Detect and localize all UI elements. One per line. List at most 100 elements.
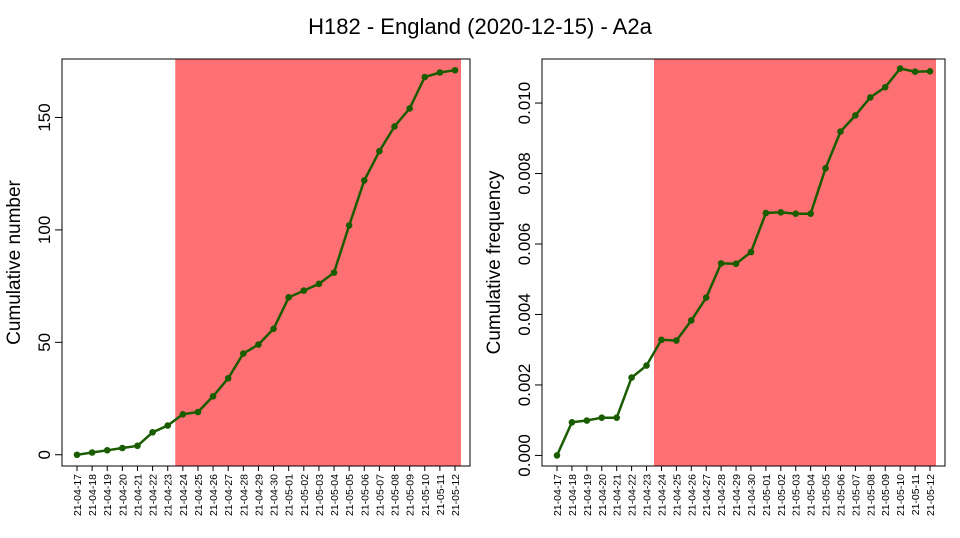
y-axis-label: Cumulative frequency bbox=[484, 170, 505, 354]
data-point bbox=[673, 337, 680, 344]
data-point bbox=[643, 362, 650, 369]
x-tick-label: 21-05-02 bbox=[299, 474, 311, 516]
data-point bbox=[451, 66, 459, 74]
highlight-region bbox=[653, 59, 936, 466]
y-tick-label: 0.004 bbox=[515, 293, 534, 336]
x-tick-label: 21-05-12 bbox=[450, 474, 462, 516]
data-point bbox=[911, 68, 919, 75]
x-tick-label: 21-04-25 bbox=[193, 474, 205, 516]
data-point bbox=[732, 260, 740, 268]
data-point bbox=[255, 341, 262, 348]
y-tick-label: 50 bbox=[35, 333, 54, 352]
data-point bbox=[598, 414, 606, 422]
data-point bbox=[119, 444, 126, 452]
x-tick-label: 21-05-03 bbox=[314, 474, 326, 516]
data-point bbox=[285, 294, 292, 301]
x-tick-label: 21-05-11 bbox=[435, 474, 447, 515]
x-tick-label: 21-05-05 bbox=[821, 474, 833, 516]
y-tick-label: 0.006 bbox=[515, 223, 534, 266]
data-point bbox=[345, 222, 353, 229]
data-point bbox=[421, 73, 429, 81]
x-tick-label: 21-04-18 bbox=[567, 474, 579, 516]
x-tick-label: 21-04-27 bbox=[223, 474, 235, 516]
data-point bbox=[792, 210, 800, 217]
x-tick-label: 21-04-27 bbox=[701, 474, 713, 516]
data-point bbox=[330, 269, 338, 276]
x-tick-label: 21-04-19 bbox=[582, 474, 594, 516]
y-tick-label: 0 bbox=[35, 450, 54, 459]
y-tick-label: 0.002 bbox=[515, 364, 534, 407]
data-point bbox=[103, 446, 111, 454]
data-point bbox=[240, 350, 247, 357]
y-tick-label: 0.010 bbox=[515, 82, 534, 125]
x-tick-label: 21-05-06 bbox=[359, 474, 371, 516]
x-tick-label: 21-05-06 bbox=[835, 474, 847, 516]
data-point bbox=[896, 65, 904, 72]
data-point bbox=[209, 392, 217, 400]
x-tick-label: 21-05-10 bbox=[420, 474, 432, 516]
x-tick-label: 21-04-28 bbox=[238, 474, 250, 516]
x-tick-label: 21-05-08 bbox=[865, 474, 877, 516]
data-point bbox=[687, 317, 695, 324]
data-point bbox=[747, 248, 755, 256]
x-tick-label: 21-05-09 bbox=[880, 474, 892, 516]
data-point bbox=[436, 69, 444, 76]
data-point bbox=[179, 410, 187, 418]
data-point bbox=[717, 260, 725, 267]
plot-frame bbox=[541, 58, 946, 467]
y-tick-label: 0.000 bbox=[515, 434, 534, 477]
x-tick-label: 21-04-23 bbox=[163, 474, 175, 516]
x-tick-label: 21-04-30 bbox=[269, 474, 281, 516]
x-tick-label: 21-05-09 bbox=[405, 474, 417, 516]
data-point bbox=[376, 147, 383, 155]
data-point bbox=[628, 374, 635, 381]
data-point bbox=[134, 442, 141, 450]
data-point bbox=[658, 336, 665, 344]
series-line bbox=[76, 68, 456, 457]
data-point bbox=[164, 422, 172, 429]
x-tick-label: 21-04-25 bbox=[671, 474, 683, 516]
x-tick-label: 21-04-21 bbox=[612, 474, 624, 516]
x-tick-label: 21-04-17 bbox=[552, 474, 564, 516]
data-point bbox=[224, 375, 232, 382]
data-point bbox=[837, 128, 844, 135]
data-point bbox=[553, 452, 561, 459]
data-point bbox=[73, 451, 81, 459]
x-tick-label: 21-05-07 bbox=[374, 474, 386, 516]
series-cumulative-frequency bbox=[553, 65, 934, 459]
data-point bbox=[583, 417, 591, 424]
data-point bbox=[88, 449, 96, 456]
highlight-region bbox=[175, 59, 461, 466]
data-point bbox=[867, 94, 874, 101]
series-line bbox=[555, 67, 931, 456]
y-axis: 0.000 0.002 0.004 0.006 0.008 0.010 bbox=[515, 82, 542, 477]
data-point bbox=[807, 210, 814, 217]
data-point bbox=[852, 112, 859, 119]
x-tick-label: 21-05-04 bbox=[806, 474, 818, 516]
y-tick-label: 100 bbox=[35, 216, 54, 244]
x-tick-label: 21-05-08 bbox=[390, 474, 402, 516]
x-tick-label: 21-05-02 bbox=[776, 474, 788, 516]
y-axis-label: Cumulative number bbox=[4, 179, 25, 344]
data-point bbox=[822, 164, 829, 172]
data-point bbox=[360, 177, 368, 184]
data-point bbox=[926, 68, 934, 75]
x-tick-label: 21-04-24 bbox=[178, 474, 190, 516]
x-tick-label: 21-05-10 bbox=[895, 474, 907, 516]
x-tick-label: 21-04-22 bbox=[148, 474, 160, 516]
y-tick-label: 150 bbox=[35, 103, 54, 131]
x-tick-label: 21-05-07 bbox=[850, 474, 862, 516]
series-cumulative-number bbox=[73, 66, 459, 459]
data-point bbox=[613, 414, 620, 422]
x-axis: 21-04-17 21-04-18 21-04-19 21-04-20 21-04-21… bbox=[552, 466, 937, 516]
x-tick-label: 21-05-03 bbox=[791, 474, 803, 516]
x-tick-label: 21-04-24 bbox=[656, 474, 668, 516]
data-point bbox=[762, 209, 770, 217]
x-tick-label: 21-04-20 bbox=[117, 474, 129, 516]
data-point bbox=[406, 105, 413, 112]
data-point bbox=[391, 123, 398, 130]
x-tick-label: 21-04-28 bbox=[716, 474, 728, 516]
x-tick-label: 21-04-20 bbox=[597, 474, 609, 516]
